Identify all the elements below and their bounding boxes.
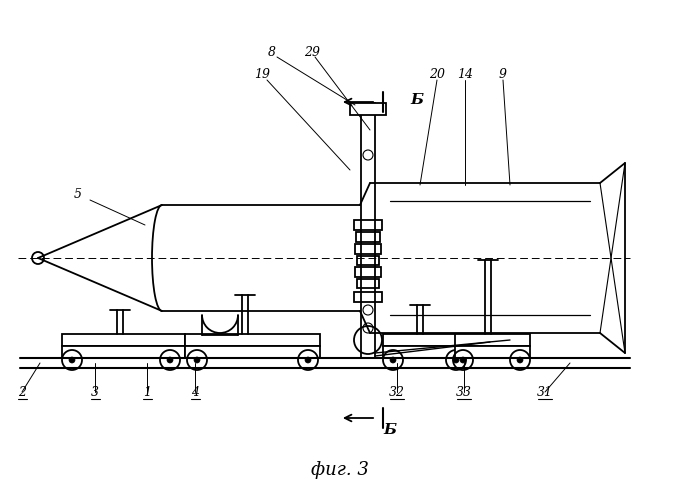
Bar (357, 279, 379, 288)
Text: 8: 8 (268, 46, 276, 59)
Text: 5: 5 (74, 188, 82, 202)
Text: 14: 14 (457, 68, 473, 82)
Text: Б: Б (410, 93, 423, 107)
Circle shape (167, 357, 173, 363)
Text: 33: 33 (456, 386, 472, 398)
Text: 20: 20 (429, 68, 445, 82)
Bar (455, 346, 530, 358)
Text: 32: 32 (389, 386, 405, 398)
Circle shape (517, 357, 523, 363)
Text: 29: 29 (304, 46, 320, 59)
Bar (357, 256, 379, 265)
Circle shape (305, 357, 311, 363)
Bar (455, 334, 530, 346)
Text: 31: 31 (537, 386, 553, 398)
Text: 19: 19 (254, 68, 270, 82)
Bar (383, 346, 467, 358)
Circle shape (69, 357, 75, 363)
Bar (356, 232, 380, 242)
Bar (383, 334, 467, 346)
Circle shape (390, 357, 396, 363)
Bar (185, 346, 320, 358)
Bar (354, 292, 382, 302)
Text: 2: 2 (18, 386, 26, 398)
Bar (355, 244, 381, 254)
Bar (354, 220, 382, 230)
Bar (355, 267, 381, 277)
Bar (62, 346, 185, 358)
Text: 4: 4 (191, 386, 199, 398)
Text: Б: Б (383, 423, 396, 437)
Text: 3: 3 (91, 386, 99, 398)
Bar (62, 334, 185, 346)
Text: фиг. 3: фиг. 3 (311, 461, 369, 479)
Circle shape (453, 357, 459, 363)
Bar (361, 103, 375, 358)
Bar (350, 103, 386, 115)
Circle shape (460, 357, 466, 363)
Bar (185, 334, 320, 346)
Text: 9: 9 (499, 68, 507, 82)
Circle shape (194, 357, 200, 363)
Text: 1: 1 (143, 386, 151, 398)
